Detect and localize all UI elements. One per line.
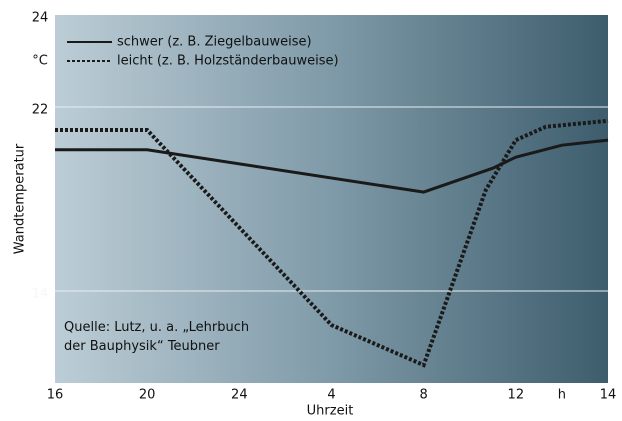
y-axis-label: Wandtemperatur: [13, 143, 28, 254]
x-tick-label: 12: [508, 388, 525, 403]
y-tick-label: 24: [32, 11, 49, 26]
x-tick-label: 4: [327, 388, 335, 403]
x-axis-label: Uhrzeit: [307, 404, 354, 419]
x-tick-label: 20: [139, 388, 156, 403]
source-note: Quelle: Lutz, u. a. „Lehrbuch der Bauphys…: [64, 320, 249, 354]
x-tick-label: 14: [600, 388, 617, 403]
y-tick-label: 14: [32, 287, 49, 302]
line: [55, 138, 609, 194]
plot-area: [55, 15, 608, 383]
x-tick-label: 8: [420, 388, 428, 403]
y-unit: °C: [32, 54, 48, 69]
x-tick-label: 16: [47, 388, 64, 403]
x-tick-label: h: [558, 388, 566, 403]
legend-label: schwer (z. B. Ziegelbauweise): [117, 35, 312, 50]
y-tick-label: 22: [32, 103, 49, 118]
legend-label: leicht (z. B. Holzständerbauweise): [117, 54, 339, 69]
line: [55, 118, 609, 368]
x-tick-label: 24: [231, 388, 248, 403]
